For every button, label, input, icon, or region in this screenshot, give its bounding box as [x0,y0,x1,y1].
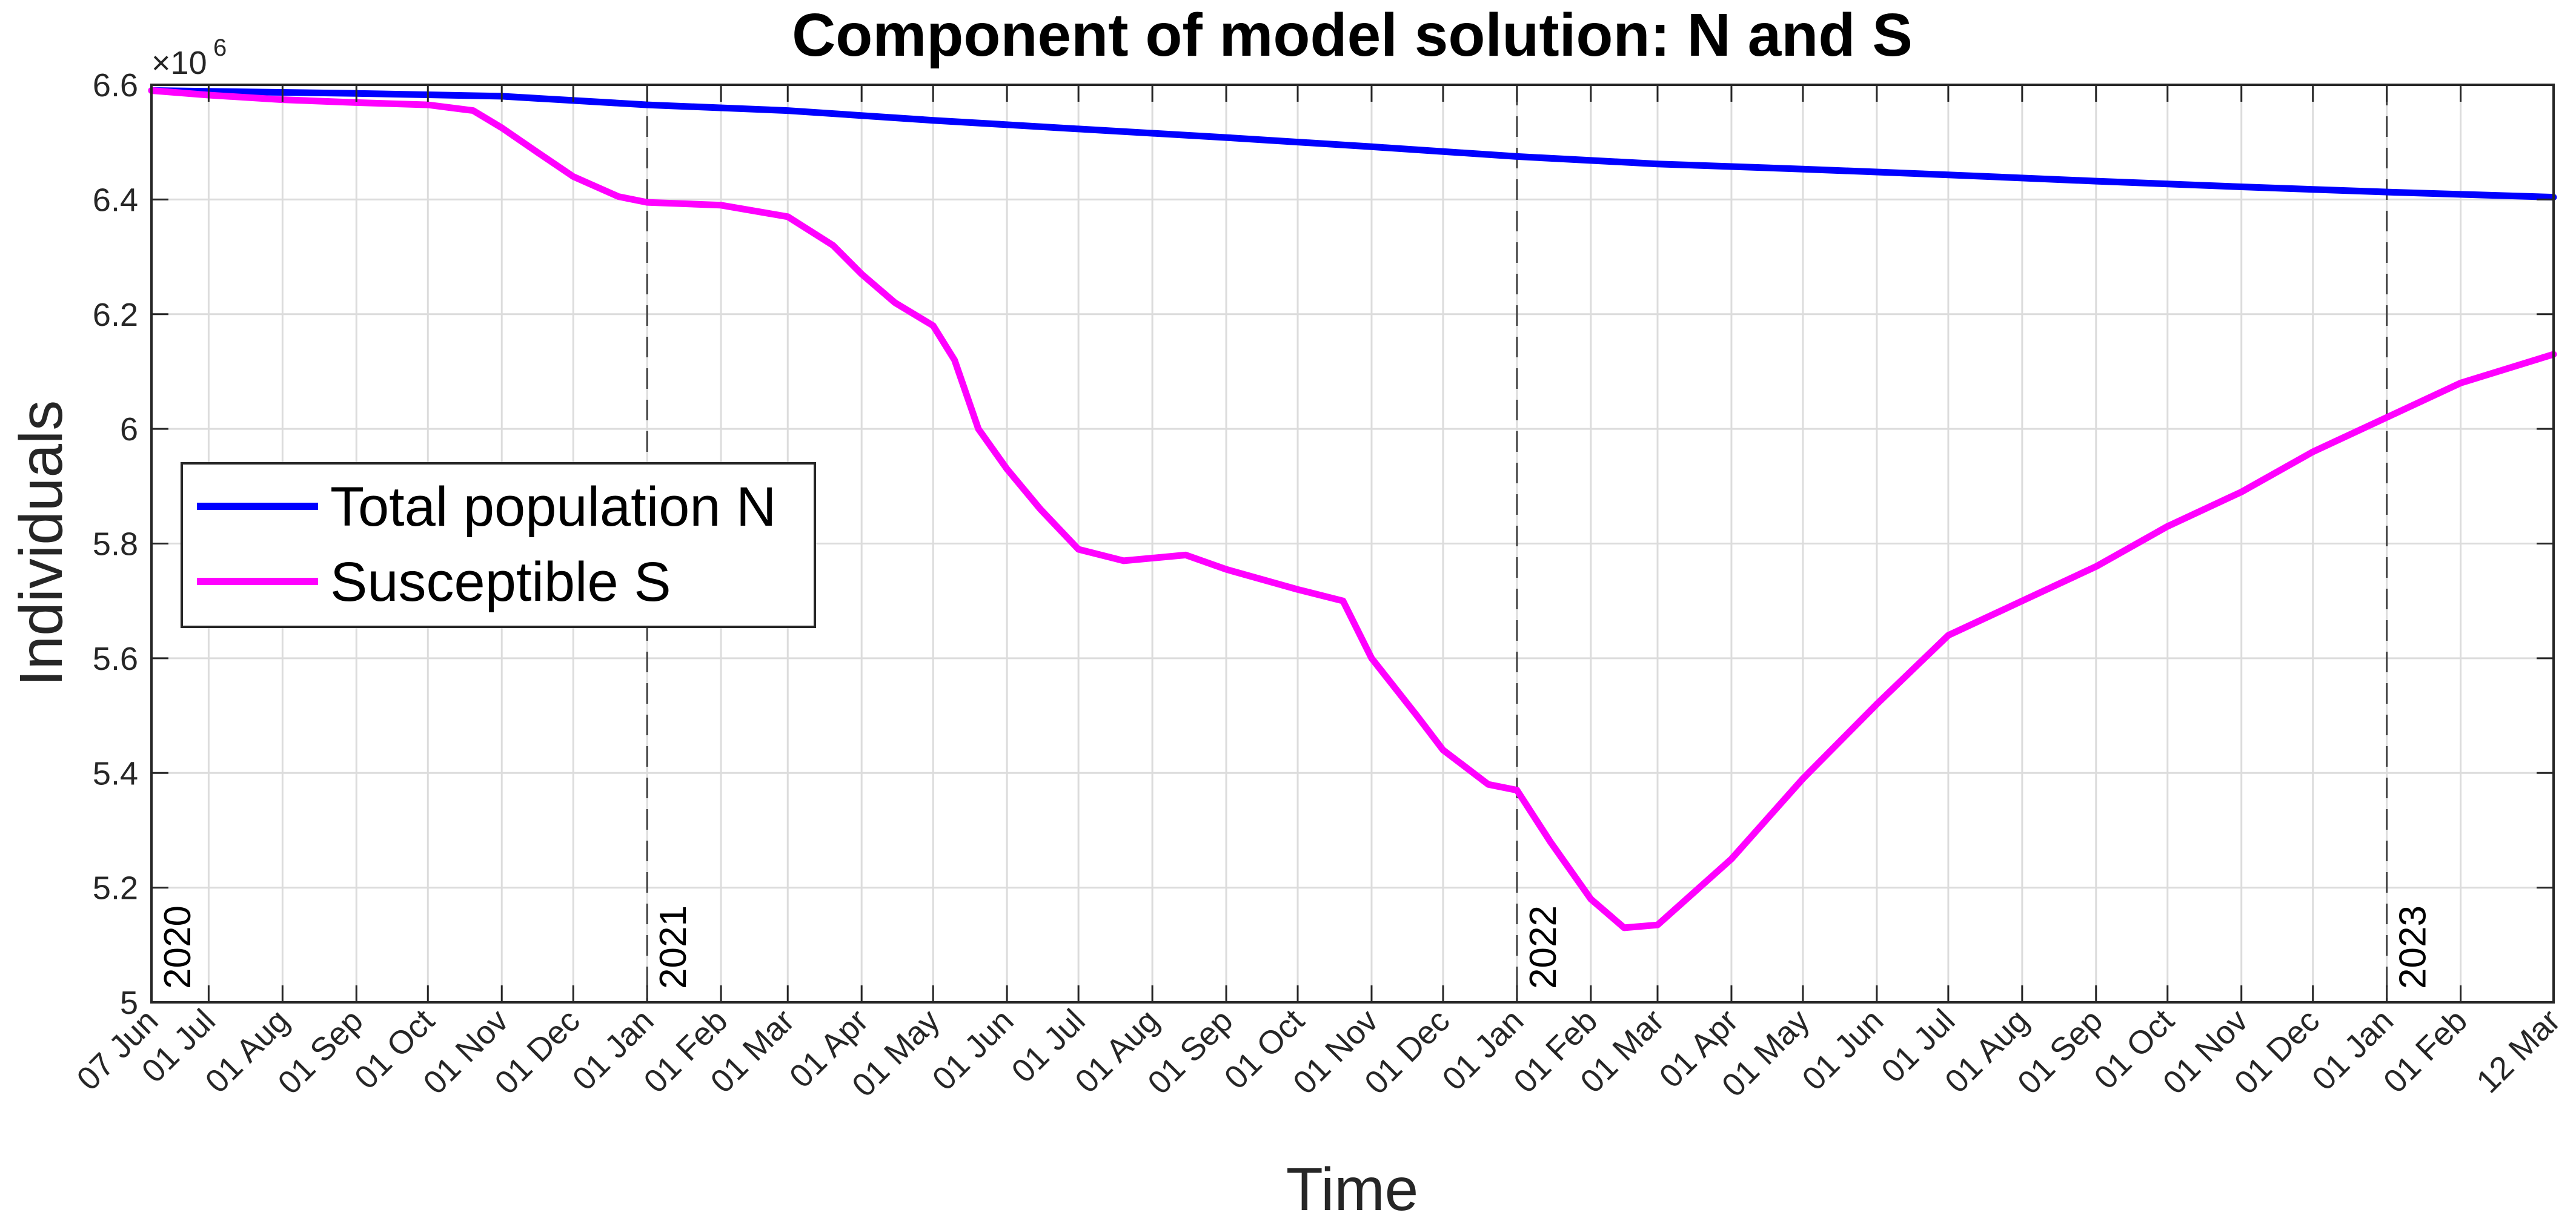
y-tick-label: 5.8 [93,526,138,563]
series-line [148,87,2557,201]
axis-ticks [150,84,2555,1004]
y-tick-label: 5 [120,985,138,1021]
legend-label-n: Total population N [330,476,777,538]
year-label: 2020 [157,905,199,989]
y-exponent-base: ×10 [151,45,207,81]
y-axis-label: Individuals [7,400,75,687]
legend-label-s: Susceptible S [330,551,671,613]
y-tick-label: 5.2 [93,870,138,907]
y-tick-label: 5.6 [93,641,138,677]
legend: Total population N Susceptible S [181,462,816,628]
y-tick-label: 6.2 [93,297,138,333]
series-line [148,87,2557,931]
x-axis-label: Time [1286,1156,1419,1223]
year-label: 2021 [652,905,694,989]
series-lines [148,87,2557,931]
y-tick-labels: 5 5.2 5.4 5.6 5.8 6 6.2 6.4 6.6 [93,67,138,1021]
y-tick-label: 6 [120,411,138,448]
y-tick-label: 5.4 [93,755,138,792]
year-label: 2023 [2392,905,2434,989]
y-tick-label: 6.4 [93,182,138,218]
year-label: 2022 [1522,905,1564,989]
chart-title: Component of model solution: N and S [792,1,1913,69]
y-exponent-power: 6 [213,35,227,61]
legend-box [181,462,816,628]
y-tick-label: 6.6 [93,67,138,104]
year-labels: 2020 2021 2022 2023 [157,905,2434,989]
